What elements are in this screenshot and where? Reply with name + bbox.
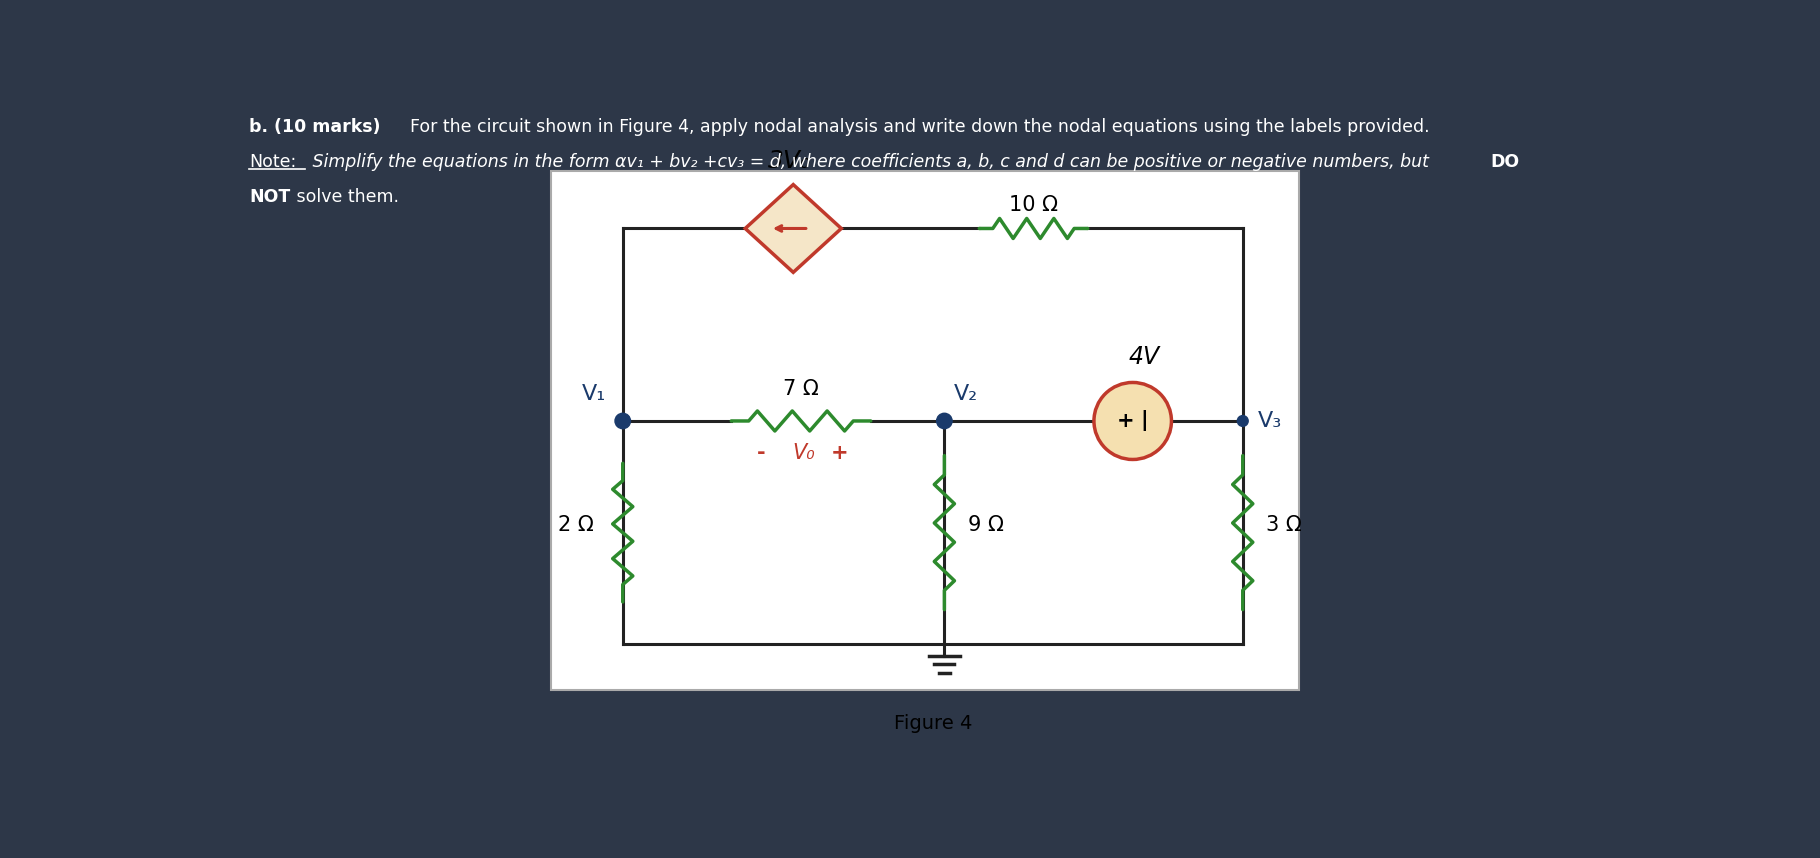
Text: DO: DO xyxy=(1491,153,1520,171)
Polygon shape xyxy=(744,184,841,272)
Text: V₀: V₀ xyxy=(794,444,815,463)
Text: 3 Ω: 3 Ω xyxy=(1267,515,1301,535)
Text: |: | xyxy=(1141,410,1148,432)
Text: 4V: 4V xyxy=(1128,345,1159,369)
Circle shape xyxy=(1094,383,1172,460)
Text: +: + xyxy=(832,444,848,463)
Text: NOT: NOT xyxy=(249,188,291,206)
Text: Note:: Note: xyxy=(249,153,297,171)
Text: 7 Ω: 7 Ω xyxy=(783,379,819,400)
Text: 2 Ω: 2 Ω xyxy=(557,515,593,535)
Text: 10 Ω: 10 Ω xyxy=(1008,195,1057,214)
Bar xyxy=(551,171,1299,691)
Text: +: + xyxy=(1117,411,1134,431)
Text: V₁: V₁ xyxy=(581,384,606,404)
Text: Simplify the equations in the form αv₁ + bv₂ +cv₃ = d, where coefficients a, b, : Simplify the equations in the form αv₁ +… xyxy=(306,153,1434,171)
Text: Figure 4: Figure 4 xyxy=(894,714,972,733)
Text: For the circuit shown in Figure 4, apply nodal analysis and write down the nodal: For the circuit shown in Figure 4, apply… xyxy=(410,118,1429,136)
Circle shape xyxy=(937,414,952,429)
Circle shape xyxy=(615,414,630,429)
Text: 3V₀: 3V₀ xyxy=(768,149,812,173)
Circle shape xyxy=(1238,415,1249,426)
Text: V₂: V₂ xyxy=(954,384,977,404)
Text: V₃: V₃ xyxy=(1258,411,1283,431)
Text: -: - xyxy=(757,444,764,463)
Text: b. (10 marks): b. (10 marks) xyxy=(249,118,386,136)
Text: 9 Ω: 9 Ω xyxy=(968,515,1003,535)
Text: solve them.: solve them. xyxy=(291,188,399,206)
